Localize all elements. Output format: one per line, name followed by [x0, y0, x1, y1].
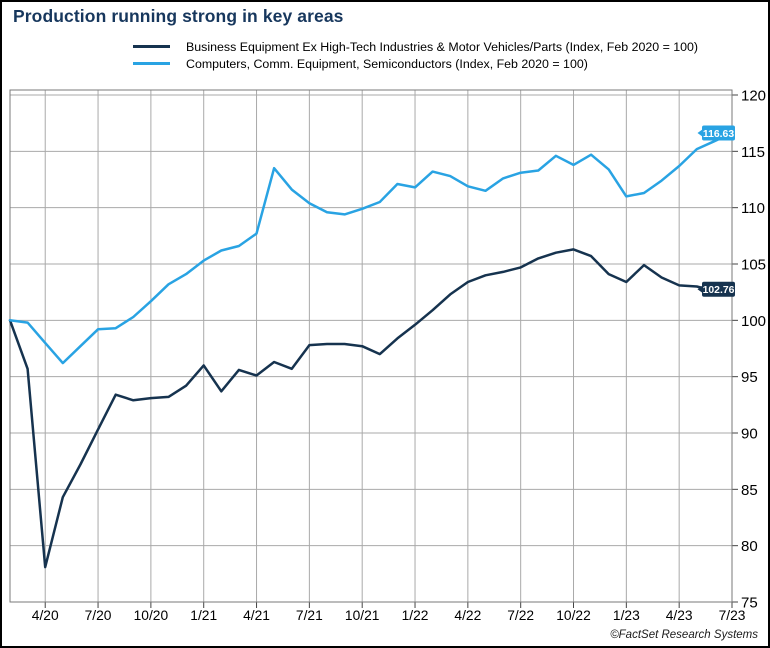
last-value-badge-dark-label: 102.76	[703, 285, 735, 296]
y-axis-label: 85	[741, 482, 758, 499]
y-axis-label: 95	[741, 369, 758, 386]
last-value-badge-blue-label: 116.63	[703, 129, 734, 140]
legend-label-computers-semis: Computers, Comm. Equipment, Semiconducto…	[186, 56, 588, 71]
y-axis-label: 80	[741, 538, 758, 555]
x-axis-label: 7/20	[85, 608, 112, 623]
y-axis-label: 90	[741, 426, 758, 443]
x-axis-label: 10/21	[345, 608, 380, 623]
x-axis-label: 10/22	[556, 608, 591, 623]
x-axis-label: 1/22	[402, 608, 429, 623]
x-axis-label: 7/22	[507, 608, 534, 623]
footer-credit: ©FactSet Research Systems	[610, 629, 758, 641]
x-axis-label: 4/22	[454, 608, 481, 623]
y-axis-label: 115	[741, 144, 765, 161]
x-axis-label: 10/20	[134, 608, 169, 623]
y-axis-label: 75	[741, 595, 758, 612]
last-value-badge-dark	[702, 281, 735, 297]
x-axis-label: 4/21	[243, 608, 270, 623]
x-axis-label: 7/21	[296, 608, 323, 623]
y-axis-label: 120	[741, 88, 766, 105]
last-value-badge-blue	[702, 125, 735, 141]
x-axis-label: 7/23	[719, 608, 746, 623]
legend-item-business-equipment: Business Equipment Ex High-Tech Industri…	[133, 38, 698, 55]
legend: Business Equipment Ex High-Tech Industri…	[133, 38, 698, 72]
legend-swatch-dark-line	[133, 45, 170, 48]
x-axis-label: 1/23	[613, 608, 640, 623]
x-axis-label: 4/23	[666, 608, 693, 623]
legend-swatch-blue-line	[133, 62, 170, 65]
plot-border	[9, 89, 733, 603]
last-value-badge-dark-arrow	[697, 285, 703, 294]
legend-item-computers-semis: Computers, Comm. Equipment, Semiconducto…	[133, 55, 698, 72]
x-axis-label: 1/21	[190, 608, 217, 623]
y-axis-label: 110	[741, 200, 765, 217]
y-axis-label: 105	[741, 257, 766, 274]
series-line-computers-semis	[8, 131, 734, 365]
page-title: Production running strong in key areas	[13, 6, 344, 26]
y-axis-label: 100	[741, 313, 766, 330]
x-axis-label: 4/20	[32, 608, 59, 623]
last-value-badge-blue-arrow	[697, 128, 703, 137]
legend-label-business-equipment: Business Equipment Ex High-Tech Industri…	[186, 39, 699, 54]
series-line-business-equipment	[8, 248, 734, 569]
